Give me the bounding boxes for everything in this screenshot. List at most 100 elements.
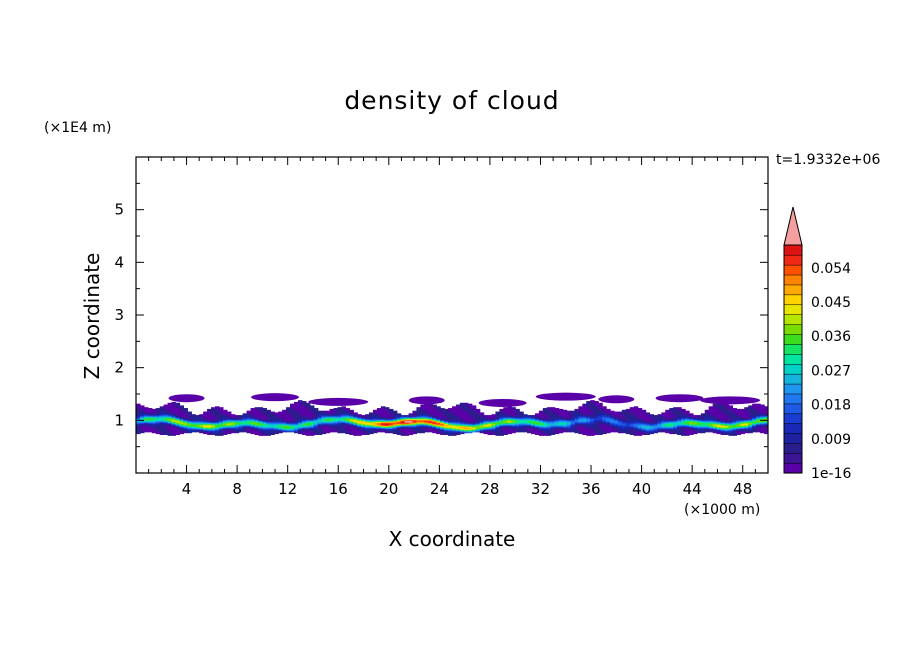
- contour-cell: [282, 427, 287, 429]
- contour-cell: [665, 414, 670, 416]
- contour-cell: [139, 422, 145, 425]
- contour-cell: [250, 412, 256, 414]
- contour-cell: [653, 415, 658, 418]
- contour-cell: [590, 424, 595, 427]
- contour-cell: [167, 422, 173, 425]
- contour-cell: [645, 432, 651, 435]
- contour-cell: [226, 431, 232, 434]
- contour-cell: [139, 412, 145, 414]
- contour-cell: [700, 430, 706, 433]
- contour-cell: [428, 413, 433, 415]
- contour-cell: [365, 416, 370, 419]
- contour-cell: [527, 428, 532, 430]
- contour-cell: [602, 425, 607, 428]
- contour-cell: [301, 419, 307, 421]
- contour-cell: [151, 429, 157, 432]
- contour-cell: [416, 408, 421, 411]
- contour-cell: [724, 408, 730, 411]
- contour-cell: [732, 432, 737, 435]
- contour-cell: [432, 415, 437, 417]
- contour-cell: [558, 425, 564, 428]
- contour-cell: [752, 426, 757, 428]
- contour-cell: [724, 404, 730, 407]
- contour-cell: [301, 428, 307, 430]
- contour-cell: [179, 430, 184, 433]
- contour-cell: [448, 410, 453, 413]
- contour-cell: [570, 423, 576, 426]
- contour-cell: [499, 422, 504, 424]
- x-axis-label-text: X coordinate: [388, 527, 516, 551]
- contour-cell: [641, 415, 647, 417]
- contour-cell: [511, 414, 516, 416]
- contour-cell: [187, 423, 192, 426]
- contour-cell: [250, 425, 256, 428]
- contour-cell: [143, 415, 149, 418]
- contour-cell: [554, 429, 560, 432]
- contour-cell: [728, 415, 734, 417]
- contour-cell: [610, 420, 615, 422]
- contour-cell: [207, 422, 212, 425]
- contour-cell: [159, 429, 165, 432]
- contour-cell: [353, 428, 358, 430]
- contour-cell: [716, 422, 722, 425]
- contour-cell: [396, 417, 402, 420]
- contour-cell: [475, 421, 481, 423]
- contour-cell: [606, 410, 611, 413]
- contour-cell: [542, 418, 548, 421]
- contour-cell: [242, 428, 248, 430]
- contour-cell: [215, 429, 220, 432]
- contour-cell: [274, 419, 279, 421]
- contour-cell: [222, 421, 228, 423]
- contour-cell: [294, 426, 299, 428]
- contour-cell: [716, 425, 722, 428]
- contour-cell: [329, 428, 335, 430]
- contour-cell: [428, 429, 433, 432]
- contour-cell: [175, 433, 181, 435]
- contour-cell: [752, 420, 757, 422]
- contour-cell: [254, 407, 260, 409]
- contour-cell: [420, 413, 425, 415]
- contour-cell: [586, 403, 591, 406]
- contour-cell: [203, 421, 208, 423]
- contour-cell: [716, 429, 722, 431]
- contour-cell: [436, 415, 441, 418]
- contour-cell: [136, 429, 141, 431]
- contour-cell: [621, 415, 627, 417]
- contour-cell: [590, 412, 595, 414]
- contour-cell: [424, 417, 429, 420]
- contour-cell: [353, 426, 358, 428]
- contour-cell: [578, 409, 583, 412]
- contour-cell: [744, 431, 749, 434]
- contour-cell: [357, 420, 362, 422]
- contour-cell: [487, 422, 493, 424]
- contour-cell: [570, 410, 576, 413]
- contour-cell: [167, 426, 173, 428]
- contour-cell: [341, 416, 346, 419]
- contour-cell: [586, 407, 591, 409]
- contour-cell: [305, 423, 311, 426]
- contour-cell: [550, 426, 556, 428]
- contour-cell: [562, 422, 568, 425]
- contour-cell: [621, 410, 627, 413]
- contour-cell: [673, 427, 678, 429]
- contour-cell: [333, 409, 339, 412]
- contour-cell: [515, 415, 520, 417]
- contour-cell: [558, 429, 564, 432]
- contour-cell: [756, 414, 761, 416]
- contour-cell: [191, 415, 196, 418]
- contour-cell: [681, 432, 686, 435]
- contour-cell: [479, 426, 485, 428]
- contour-cell: [538, 420, 544, 422]
- contour-cell: [519, 413, 524, 415]
- contour-cell: [408, 414, 414, 416]
- contour-cell: [566, 416, 572, 419]
- contour-cell: [503, 420, 508, 422]
- contour-cell: [369, 427, 374, 429]
- contour-cell: [246, 423, 252, 426]
- contour-cell: [724, 420, 730, 422]
- contour-cell: [440, 423, 445, 426]
- contour-cell: [136, 430, 141, 433]
- contour-cell: [598, 408, 603, 411]
- contour-cell: [266, 434, 271, 436]
- contour-cell: [463, 424, 469, 427]
